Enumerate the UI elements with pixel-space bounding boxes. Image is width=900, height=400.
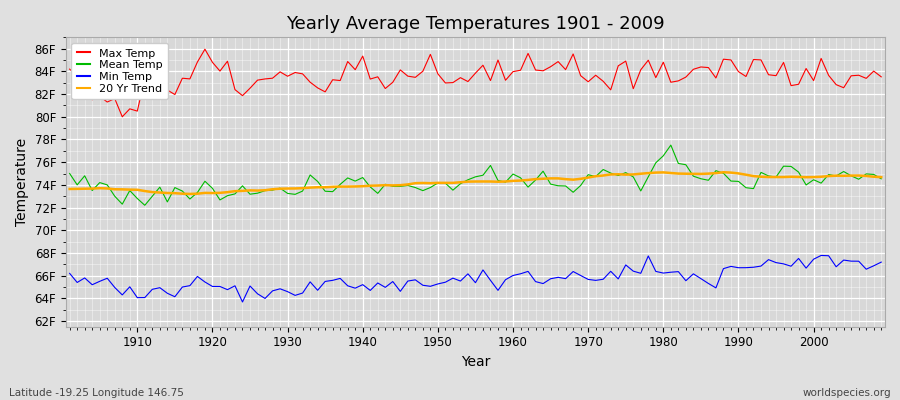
Y-axis label: Temperature: Temperature xyxy=(15,138,29,226)
Legend: Max Temp, Mean Temp, Min Temp, 20 Yr Trend: Max Temp, Mean Temp, Min Temp, 20 Yr Tre… xyxy=(71,43,168,100)
Title: Yearly Average Temperatures 1901 - 2009: Yearly Average Temperatures 1901 - 2009 xyxy=(286,15,665,33)
Text: Latitude -19.25 Longitude 146.75: Latitude -19.25 Longitude 146.75 xyxy=(9,388,184,398)
X-axis label: Year: Year xyxy=(461,355,491,369)
Text: worldspecies.org: worldspecies.org xyxy=(803,388,891,398)
